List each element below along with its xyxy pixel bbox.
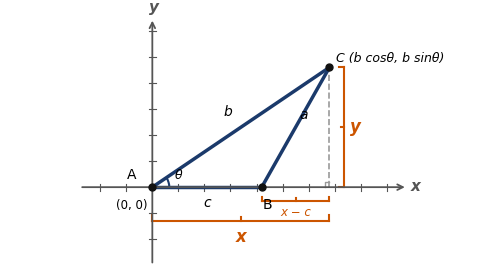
Text: y: y <box>150 0 159 15</box>
Text: x − c: x − c <box>280 206 311 219</box>
Text: c: c <box>203 196 211 210</box>
Text: B: B <box>263 198 273 212</box>
Text: x: x <box>410 179 420 194</box>
Text: a: a <box>300 108 308 122</box>
Text: y: y <box>350 118 361 136</box>
Text: (0, 0): (0, 0) <box>115 199 147 212</box>
Text: x: x <box>236 227 246 246</box>
Text: C (b cosθ, b sinθ): C (b cosθ, b sinθ) <box>336 52 444 65</box>
Text: θ: θ <box>174 169 182 182</box>
Text: A: A <box>127 168 137 182</box>
Text: b: b <box>224 105 232 119</box>
